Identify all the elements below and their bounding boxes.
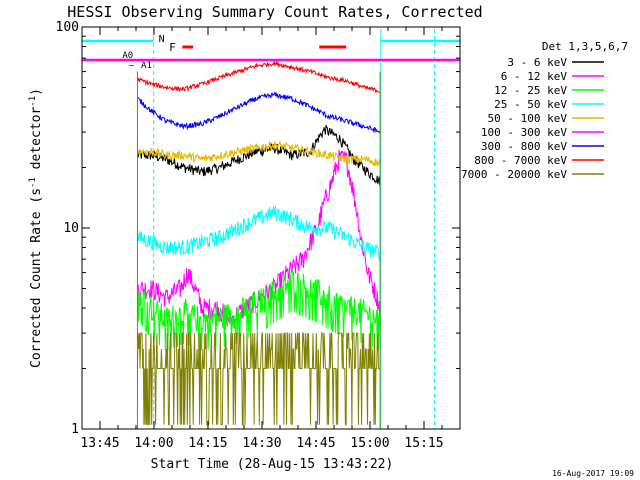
x-tick-label: 15:00 [350, 436, 389, 451]
legend-label: 7000 - 20000 keV [461, 168, 567, 181]
x-tick-label: 14:15 [188, 436, 227, 451]
x-tick-label: 14:00 [134, 436, 173, 451]
attenuator-a0-label: A0 [122, 51, 133, 61]
series-line-7000-20000-kev [136, 332, 380, 426]
x-tick-label: 15:15 [404, 436, 443, 451]
plot-data-layer: NF A0 A1 — [82, 29, 460, 429]
y-axis-label-end: ) [29, 88, 44, 96]
flare-label: F [169, 41, 176, 54]
series-line-50-100-kev [136, 140, 381, 167]
legend-label: 300 - 800 keV [481, 140, 567, 153]
x-tick-label: 14:30 [242, 436, 281, 451]
series-line-25-50-kev [136, 205, 381, 262]
legend-label: 800 - 7000 keV [474, 154, 567, 167]
attenuator-a1-marker: — [129, 61, 135, 71]
legend-label: 100 - 300 keV [481, 126, 567, 139]
legend-title: Det 1,3,5,6,7 [542, 40, 628, 53]
legend-label: 6 - 12 keV [501, 70, 568, 83]
night-label: N [159, 34, 165, 45]
axis-ticks: 13:45 14:00 14:15 14:30 14:45 15:00 15:15 100 10… [56, 20, 460, 451]
y-tick-label: 100 [56, 20, 79, 35]
y-axis-label-sup1: -1 [28, 177, 38, 188]
attenuator-a1-label: A1 [141, 61, 152, 71]
y-axis-label-main: Corrected Count Rate (s [29, 188, 44, 368]
y-tick-label: 1 [71, 422, 79, 437]
x-axis-label: Start Time (28-Aug-15 13:43:22) [151, 457, 394, 472]
x-tick-label: 14:45 [296, 436, 335, 451]
x-tick-label: 13:45 [80, 436, 119, 451]
series-line-6-12-kev [137, 149, 381, 328]
legend-label: 12 - 25 keV [494, 84, 567, 97]
footer-date: 16-Aug-2017 19:09 [552, 469, 634, 478]
chart-title: HESSI Observing Summary Count Rates, Cor… [67, 3, 482, 21]
legend-label: 3 - 6 keV [507, 56, 567, 69]
legend-label: 25 - 50 keV [494, 98, 567, 111]
series-line-800-7000-kev [136, 59, 380, 94]
y-tick-label: 10 [63, 221, 79, 236]
y-axis-label-sup2: -1 [28, 96, 38, 107]
legend-label: 50 - 100 keV [488, 112, 568, 125]
y-axis-label-mid: detector [29, 107, 44, 178]
series-line-3-6-kev [136, 124, 381, 187]
series-line-300-800-kev [137, 91, 381, 134]
y-axis-label: Corrected Count Rate (s-1 detector-1) [28, 88, 44, 368]
series-line-12-25-kev [136, 269, 381, 351]
